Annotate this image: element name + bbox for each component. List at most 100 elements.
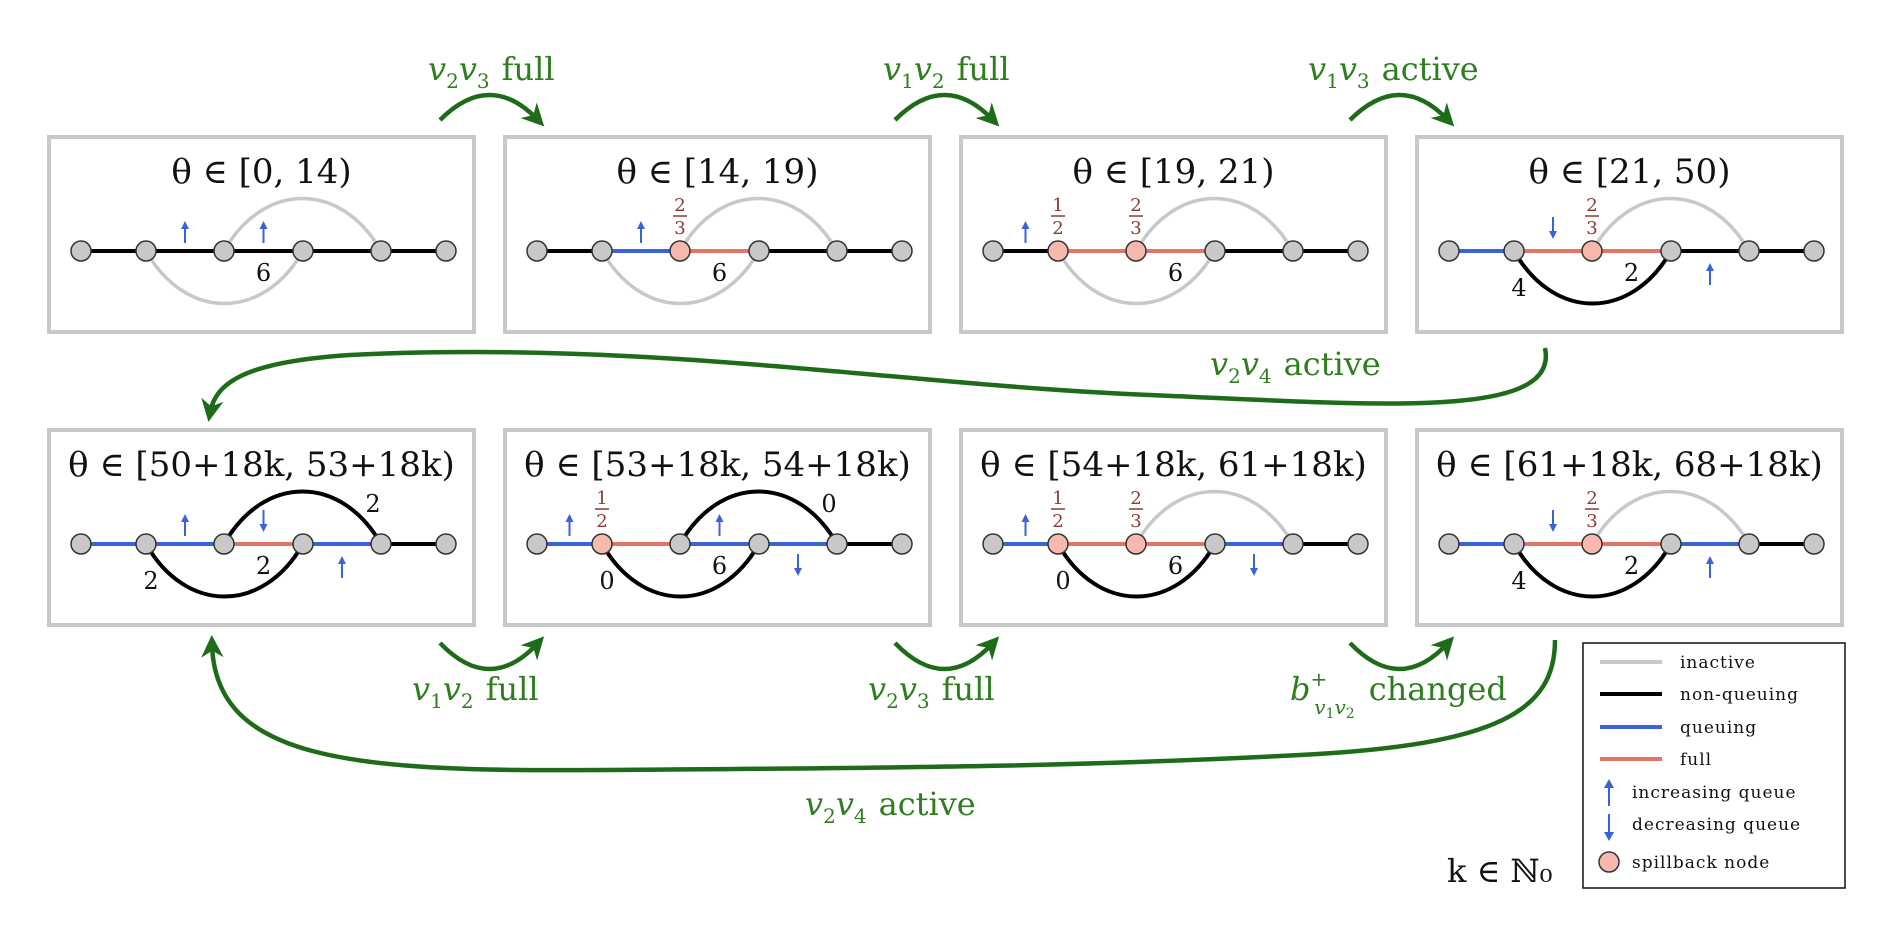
edge-v2v4 bbox=[678, 196, 839, 252]
panel-title: θ ∈ [14, 19) bbox=[617, 152, 819, 192]
svg-text:2: 2 bbox=[1052, 511, 1063, 532]
increasing-queue-icon bbox=[637, 221, 645, 243]
spillback-fraction: 23 bbox=[1585, 195, 1599, 239]
edge-label-v1v3: 0 bbox=[599, 567, 614, 595]
node-v0 bbox=[70, 533, 92, 555]
edge-label-v1v3: 0 bbox=[1055, 567, 1070, 595]
node-v4 bbox=[370, 240, 392, 262]
transition-label-7: b+ v1v2changed bbox=[1290, 667, 1507, 722]
phase-panel-6: θ ∈ [53+18k, 54+18k) 6 0 0 12 bbox=[503, 428, 932, 627]
svg-text:2: 2 bbox=[674, 195, 685, 216]
increasing-queue-icon bbox=[715, 514, 724, 536]
transition-labels: v2v3 full v1v2 full v1v3 active v2v4 active … bbox=[412, 50, 1507, 828]
increasing-queue-icon bbox=[1706, 556, 1714, 578]
edge-v1v3 bbox=[1056, 250, 1217, 306]
node-v5 bbox=[1347, 240, 1369, 262]
decreasing-queue-icon bbox=[259, 510, 268, 532]
edge-label-v2v3: 2 bbox=[256, 552, 271, 580]
node-v3 bbox=[1204, 533, 1226, 555]
node-v2 bbox=[213, 533, 235, 555]
edge-v2v4 bbox=[678, 489, 839, 545]
increasing-queue-icon bbox=[1706, 263, 1714, 285]
node-v4 bbox=[1282, 533, 1304, 555]
node-v4 bbox=[370, 533, 392, 555]
svg-text:1: 1 bbox=[596, 488, 607, 509]
decreasing-queue-icon bbox=[1604, 814, 1614, 841]
spillback-node bbox=[1047, 240, 1069, 262]
node-v1 bbox=[1503, 533, 1525, 555]
node-v3 bbox=[748, 533, 770, 555]
decreasing-queue-icon bbox=[794, 554, 802, 576]
svg-text:3: 3 bbox=[1130, 218, 1141, 239]
spillback-fraction: 12 bbox=[1051, 195, 1065, 239]
svg-text:2: 2 bbox=[1586, 488, 1597, 509]
panel-title: θ ∈ [54+18k, 61+18k) bbox=[980, 445, 1367, 485]
panel-title: θ ∈ [50+18k, 53+18k) bbox=[68, 445, 455, 485]
node-v0 bbox=[70, 240, 92, 262]
node-v0 bbox=[526, 533, 548, 555]
spillback-fraction: 12 bbox=[1051, 488, 1065, 532]
panel-frame bbox=[959, 135, 1388, 334]
spillback-node bbox=[1125, 240, 1147, 262]
legend-inactive-label: inactive bbox=[1680, 653, 1756, 673]
node-v1 bbox=[135, 240, 157, 262]
svg-text:2: 2 bbox=[1586, 195, 1597, 216]
increasing-queue-icon bbox=[181, 221, 189, 243]
legend-frame bbox=[1582, 642, 1846, 889]
legend-spillback-label: spillback node bbox=[1632, 853, 1770, 873]
svg-text:2: 2 bbox=[1130, 488, 1141, 509]
transition-arrow-7 bbox=[1348, 636, 1455, 672]
spillback-node-icon bbox=[1598, 851, 1620, 873]
decreasing-queue-icon bbox=[1549, 510, 1557, 532]
increasing-queue-icon bbox=[1021, 221, 1030, 243]
node-v4 bbox=[826, 240, 848, 262]
legend-full-label: full bbox=[1680, 750, 1712, 770]
panel-title: θ ∈ [19, 21) bbox=[1073, 152, 1275, 192]
edge-label-v2v3: 6 bbox=[712, 259, 727, 287]
spillback-node bbox=[1581, 240, 1603, 262]
panel-frame bbox=[959, 428, 1388, 627]
node-v2 bbox=[213, 240, 235, 262]
svg-text:2: 2 bbox=[1130, 195, 1141, 216]
increasing-queue-icon bbox=[1021, 514, 1030, 536]
node-v3 bbox=[292, 240, 314, 262]
edge-v2v4 bbox=[1134, 196, 1295, 252]
edge-v1v3 bbox=[600, 543, 761, 599]
node-v1 bbox=[1503, 240, 1525, 262]
edge-v2v4 bbox=[1134, 489, 1295, 545]
edge-label-v2v4: 2 bbox=[365, 490, 380, 518]
transition-label-8: v2v4 active bbox=[805, 785, 976, 828]
edge-label-v1v3: 4 bbox=[1511, 567, 1526, 595]
spillback-fraction: 12 bbox=[595, 488, 609, 532]
edge-label-v1v3: 4 bbox=[1511, 274, 1526, 302]
transition-arrow-3 bbox=[1348, 92, 1455, 127]
svg-text:2: 2 bbox=[1052, 218, 1063, 239]
panel-title: θ ∈ [61+18k, 68+18k) bbox=[1436, 445, 1823, 485]
k-domain-label: k ∈ ℕ₀ bbox=[1447, 852, 1553, 890]
node-v0 bbox=[982, 240, 1004, 262]
node-v1 bbox=[591, 240, 613, 262]
decreasing-queue-icon bbox=[1549, 217, 1557, 239]
svg-text:3: 3 bbox=[674, 218, 685, 239]
edge-label-v1v3: 2 bbox=[143, 567, 158, 595]
increasing-queue-icon bbox=[565, 514, 574, 536]
legend-decreasing-label: decreasing queue bbox=[1632, 815, 1801, 835]
panel-frame bbox=[1415, 135, 1844, 334]
legend-non-queuing-label: non-queuing bbox=[1680, 685, 1799, 705]
svg-text:3: 3 bbox=[1586, 511, 1597, 532]
node-v3 bbox=[1660, 240, 1682, 262]
node-v1 bbox=[135, 533, 157, 555]
node-v3 bbox=[1204, 240, 1226, 262]
panel-frame bbox=[1415, 428, 1844, 627]
svg-text:3: 3 bbox=[1586, 218, 1597, 239]
transition-arrow-6 bbox=[893, 636, 1000, 672]
node-v5 bbox=[435, 533, 457, 555]
node-v3 bbox=[748, 240, 770, 262]
transition-label-5: v1v2 full bbox=[412, 670, 539, 713]
edge-label-v2v3: 6 bbox=[1168, 259, 1183, 287]
increasing-queue-icon bbox=[338, 556, 346, 578]
panel-title: θ ∈ [0, 14) bbox=[171, 152, 351, 192]
